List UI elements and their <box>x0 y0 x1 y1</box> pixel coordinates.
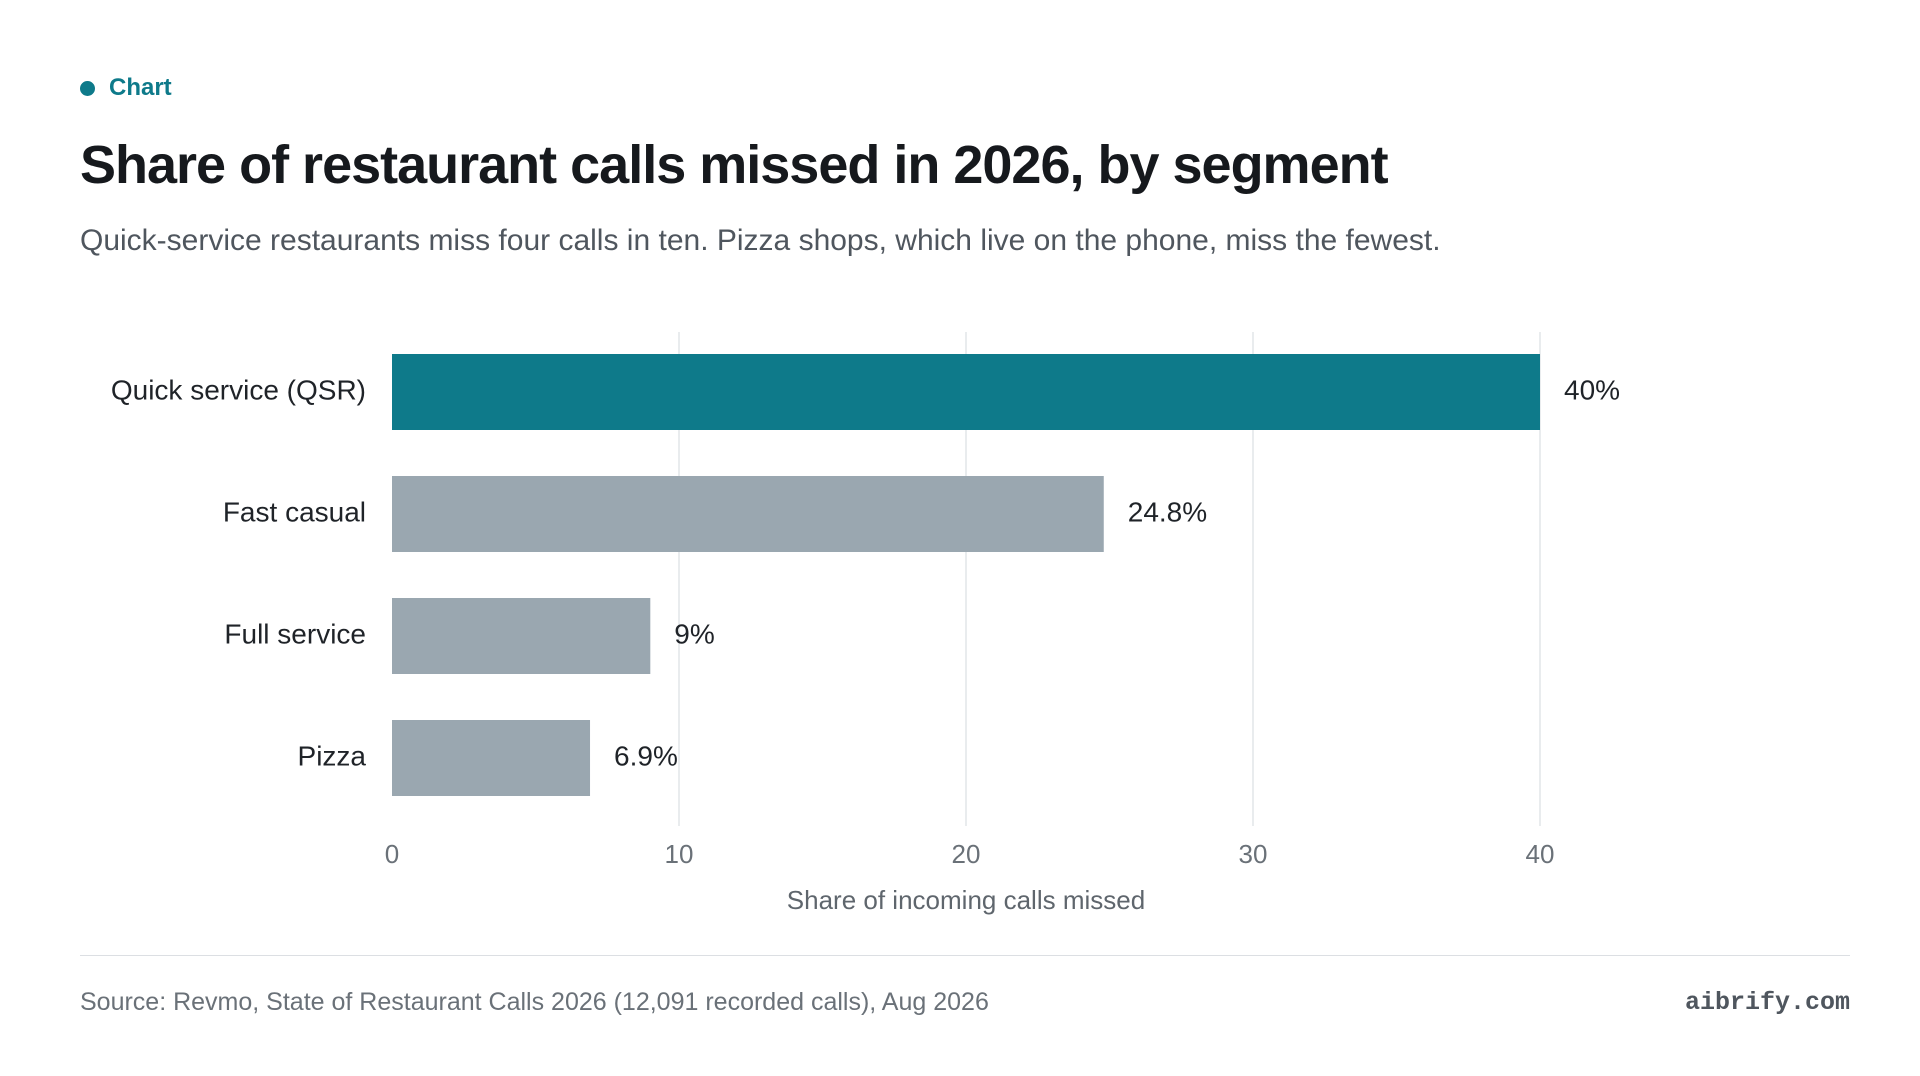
chart-kicker: Chart <box>80 74 172 102</box>
category-label: Pizza <box>298 740 367 771</box>
chart-subtitle: Quick-service restaurants miss four call… <box>80 224 1441 257</box>
bar <box>392 476 1104 552</box>
category-label: Quick service (QSR) <box>111 374 366 405</box>
value-label: 6.9% <box>614 740 678 771</box>
bar <box>392 354 1540 430</box>
x-tick-label: 20 <box>952 839 981 869</box>
x-tick-label: 10 <box>665 839 694 869</box>
value-label: 40% <box>1564 374 1620 405</box>
category-label: Full service <box>224 618 366 649</box>
value-label: 9% <box>674 618 714 649</box>
x-tick-label: 30 <box>1239 839 1268 869</box>
bar <box>392 720 591 796</box>
chart-title: Share of restaurant calls missed in 2026… <box>80 135 1389 195</box>
bar <box>392 598 651 674</box>
bar-chart: 0 10 20 30 40 Share of incoming calls missed Q… <box>111 332 1620 915</box>
x-axis-label: Share of incoming calls missed <box>787 885 1145 915</box>
brand-logo: aibrify.com <box>1684 988 1850 1017</box>
x-tick-label: 0 <box>385 839 399 869</box>
kicker-dot-icon <box>80 80 95 96</box>
kicker-label: Chart <box>109 74 172 101</box>
source-note: Source: Revmo, State of Restaurant Calls… <box>80 988 989 1016</box>
value-label: 24.8% <box>1128 496 1207 527</box>
x-tick-label: 40 <box>1526 839 1555 869</box>
footer-divider <box>80 955 1850 956</box>
category-label: Fast casual <box>223 496 366 527</box>
